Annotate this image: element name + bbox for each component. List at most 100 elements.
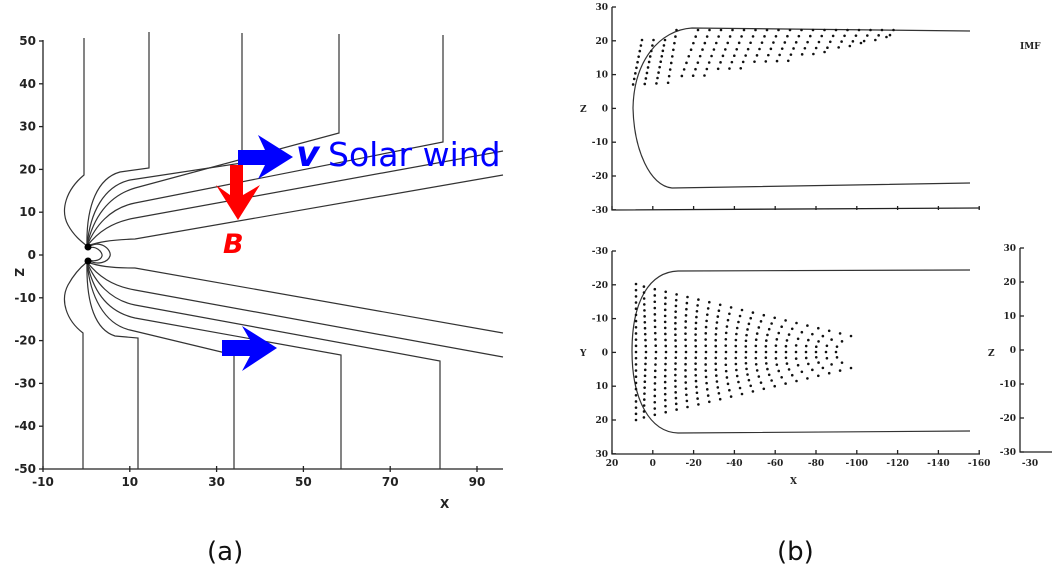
field-line: [86, 33, 243, 247]
particle-dot: [749, 41, 752, 45]
particle-dot: [672, 48, 675, 52]
y-tick-label: -10: [1000, 380, 1016, 390]
x-tick-label: 10: [121, 475, 138, 489]
particle-dot: [767, 373, 771, 377]
particle-dot: [753, 60, 756, 63]
particle-dot: [862, 39, 866, 43]
particle-dot: [786, 34, 789, 38]
particle-dot: [634, 412, 638, 416]
particle-dot: [811, 368, 814, 372]
particle-dot: [653, 313, 657, 316]
particle-dot: [837, 46, 840, 49]
particle-dot: [684, 387, 688, 390]
particle-dot: [749, 316, 753, 320]
y-tick-label: -50: [14, 462, 36, 476]
particle-dot: [729, 395, 733, 398]
particle-dot: [644, 77, 648, 80]
particle-dot: [674, 327, 677, 331]
particle-dot: [642, 285, 646, 288]
particle-dot: [696, 28, 700, 32]
particle-dot: [698, 54, 702, 58]
particle-dot: [728, 35, 732, 38]
particle-dot: [714, 333, 718, 336]
particle-dot: [724, 369, 728, 373]
particle-dot: [642, 398, 646, 401]
particle-dot: [800, 53, 804, 56]
particle-dot: [704, 356, 708, 360]
particle-dot: [671, 55, 674, 58]
particle-dot: [658, 65, 661, 69]
particle-dot: [634, 356, 638, 360]
particle-dot: [726, 382, 730, 386]
particle-dot: [825, 356, 829, 360]
particle-dot: [824, 350, 828, 354]
particle-dot: [695, 391, 699, 395]
bottom-plot-x-label: X: [790, 477, 797, 487]
particle-dot: [749, 384, 753, 388]
particle-dot: [674, 402, 678, 406]
particle-dot: [715, 321, 719, 324]
particle-dot: [764, 350, 768, 354]
particle-dot: [807, 338, 810, 342]
particle-dot: [663, 380, 667, 384]
particle-dot: [674, 321, 677, 325]
particle-dot: [634, 363, 638, 366]
panel-b: Z IMF Y X Z 3020100-10-20-30-30-20-10010…: [579, 3, 1052, 487]
particle-dot: [788, 28, 792, 32]
particle-dot: [765, 339, 768, 342]
y-tick-label: -10: [592, 315, 608, 325]
particle-dot: [674, 385, 677, 388]
particle-dot: [643, 332, 647, 336]
particle-dot: [694, 379, 698, 383]
y-tick-label: 10: [595, 71, 608, 81]
particle-dot: [780, 375, 783, 379]
particle-dot: [715, 374, 718, 377]
particle-dot: [701, 48, 704, 51]
particle-dot: [696, 397, 699, 400]
particle-dot: [778, 53, 781, 57]
particle-dot: [804, 344, 808, 348]
particle-dot: [634, 338, 638, 341]
particle-dot: [694, 333, 697, 336]
particle-dot: [704, 332, 708, 335]
particle-dot: [728, 312, 731, 316]
particle-dot: [705, 319, 708, 323]
particle-dot: [830, 338, 833, 341]
particle-dot: [664, 350, 668, 354]
particle-dot: [763, 35, 766, 38]
particle-dot: [674, 304, 678, 308]
particle-dot: [787, 333, 791, 336]
particle-dot: [735, 374, 739, 378]
particle-dot: [664, 338, 667, 342]
particle-dot: [714, 350, 718, 354]
particle-dot: [728, 388, 731, 392]
particle-dot: [773, 384, 776, 388]
particle-dot: [664, 368, 667, 372]
particle-dot: [674, 396, 678, 400]
particle-dot: [645, 71, 649, 75]
magnetopause-boundary-top: [632, 27, 971, 109]
y-tick-label: 40: [19, 77, 36, 91]
particle-dot: [644, 362, 647, 366]
particle-dot: [653, 287, 657, 291]
particle-dot: [664, 410, 667, 414]
y-tick-label: -20: [592, 172, 608, 182]
particle-dot: [744, 350, 748, 354]
particle-dot: [764, 345, 768, 348]
particle-dot: [775, 59, 779, 63]
particle-dot: [674, 373, 677, 377]
particle-dot: [639, 44, 643, 47]
particle-dot: [714, 338, 717, 342]
x-tick-label: -80: [808, 459, 824, 469]
particle-dot: [760, 41, 764, 44]
particle-dot: [774, 34, 778, 38]
y-tick-label: 20: [595, 37, 608, 47]
particle-dot: [704, 344, 708, 348]
field-line: [63, 261, 88, 469]
particle-dot: [857, 28, 861, 32]
particle-dot: [644, 350, 648, 354]
particle-dot: [738, 314, 742, 318]
particle-dot: [762, 387, 766, 391]
field-line: [86, 150, 504, 247]
